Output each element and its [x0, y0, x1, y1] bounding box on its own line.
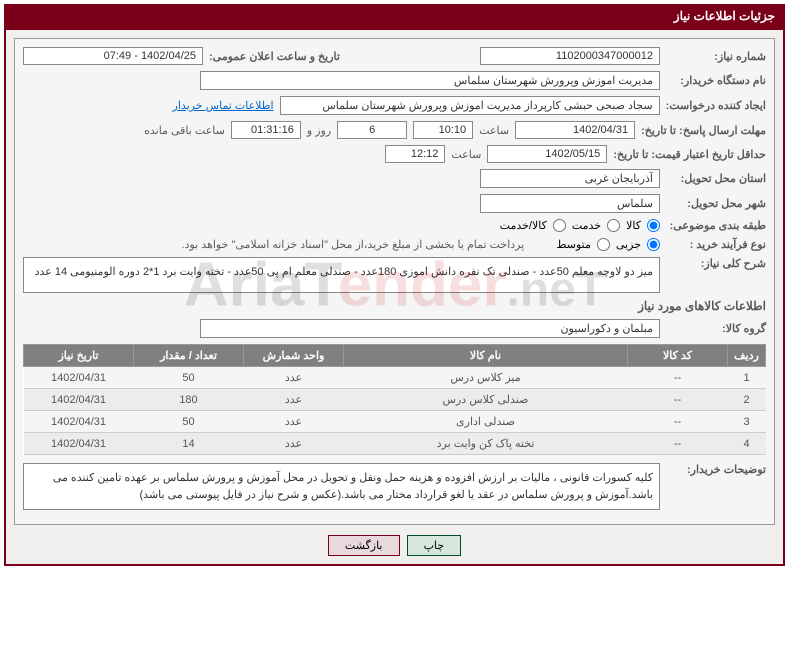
- th-row: ردیف: [728, 345, 766, 367]
- field-remaining-days: 6: [337, 121, 407, 139]
- field-requester: سجاد صبحی حبشی کارپرداز مدیریت اموزش وپر…: [280, 96, 660, 115]
- label-remaining: ساعت باقی مانده: [144, 124, 225, 137]
- cell-name: صندلی کلاس درس: [344, 389, 628, 411]
- field-reply-date: 1402/04/31: [515, 121, 635, 139]
- radio-minor-input[interactable]: [647, 238, 660, 251]
- radio-both-input[interactable]: [553, 219, 566, 232]
- table-row: 2--صندلی کلاس درسعدد1801402/04/31: [24, 389, 766, 411]
- cell-row: 2: [728, 389, 766, 411]
- label-reply-deadline: مهلت ارسال پاسخ: تا تاریخ:: [641, 124, 766, 137]
- cell-name: تخته پاک کن وایت برد: [344, 433, 628, 455]
- label-goods-group: گروه کالا:: [666, 322, 766, 335]
- cell-qty: 50: [134, 367, 244, 389]
- cell-date: 1402/04/31: [24, 433, 134, 455]
- th-name: نام کالا: [344, 345, 628, 367]
- table-row: 3--صندلی اداریعدد501402/04/31: [24, 411, 766, 433]
- print-button[interactable]: چاپ: [407, 535, 462, 556]
- cell-row: 1: [728, 367, 766, 389]
- field-city: سلماس: [480, 194, 660, 213]
- field-goods-group: مبلمان و دکوراسیون: [200, 319, 660, 338]
- label-requester: ایجاد کننده درخواست:: [666, 99, 766, 112]
- radio-medium[interactable]: متوسط: [556, 238, 610, 251]
- cell-qty: 14: [134, 433, 244, 455]
- th-code: کد کالا: [628, 345, 728, 367]
- th-unit: واحد شمارش: [244, 345, 344, 367]
- field-announce-dt: 1402/04/25 - 07:49: [23, 47, 203, 65]
- cell-unit: عدد: [244, 389, 344, 411]
- cell-code: --: [628, 411, 728, 433]
- label-purchase-type: نوع فرآیند خرید :: [666, 238, 766, 251]
- label-category: طبقه بندی موضوعی:: [666, 219, 766, 232]
- goods-table: ردیف کد کالا نام کالا واحد شمارش تعداد /…: [23, 344, 766, 455]
- payment-note: پرداخت تمام یا بخشی از مبلغ خرید،از محل …: [182, 238, 525, 251]
- goods-info-title: اطلاعات کالاهای مورد نیاز: [23, 299, 766, 313]
- label-province: استان محل تحویل:: [666, 172, 766, 185]
- label-need-no: شماره نیاز:: [666, 50, 766, 63]
- field-summary: میز دو لاوچه معلم 50عدد - صندلی تک نفره …: [23, 257, 660, 293]
- th-date: تاریخ نیاز: [24, 345, 134, 367]
- radio-goods-input[interactable]: [647, 219, 660, 232]
- table-row: 1--میز کلاس درسعدد501402/04/31: [24, 367, 766, 389]
- cell-row: 3: [728, 411, 766, 433]
- panel-header: جزئیات اطلاعات نیاز: [4, 4, 785, 28]
- cell-code: --: [628, 367, 728, 389]
- field-need-no: 1102000347000012: [480, 47, 660, 65]
- buyer-contact-link[interactable]: اطلاعات تماس خریدار: [173, 99, 274, 112]
- th-qty: تعداد / مقدار: [134, 345, 244, 367]
- field-buyer-org: مدیریت اموزش وپرورش شهرستان سلماس: [200, 71, 660, 90]
- cell-code: --: [628, 389, 728, 411]
- label-summary: شرح کلی نیاز:: [666, 257, 766, 270]
- cell-name: میز کلاس درس: [344, 367, 628, 389]
- label-days-and: روز و: [307, 124, 331, 137]
- field-buyer-desc: کلیه کسورات قانونی ، مالیات بر ارزش افزو…: [23, 463, 660, 510]
- radio-medium-input[interactable]: [597, 238, 610, 251]
- cell-name: صندلی اداری: [344, 411, 628, 433]
- panel-title: جزئیات اطلاعات نیاز: [674, 9, 775, 23]
- cell-qty: 50: [134, 411, 244, 433]
- field-price-time: 12:12: [385, 145, 445, 163]
- button-bar: چاپ بازگشت: [14, 535, 775, 556]
- field-province: آذربایجان غربی: [480, 169, 660, 188]
- panel-body: AriaTender.neT شماره نیاز: 1102000347000…: [4, 28, 785, 566]
- label-price-valid: حداقل تاریخ اعتبار قیمت: تا تاریخ:: [613, 148, 766, 161]
- cell-row: 4: [728, 433, 766, 455]
- cell-unit: عدد: [244, 367, 344, 389]
- back-button[interactable]: بازگشت: [328, 535, 400, 556]
- radio-both[interactable]: کالا/خدمت: [500, 219, 566, 232]
- label-buyer-desc: توضیحات خریدار:: [666, 463, 766, 476]
- label-city: شهر محل تحویل:: [666, 197, 766, 210]
- radio-service-input[interactable]: [607, 219, 620, 232]
- cell-date: 1402/04/31: [24, 411, 134, 433]
- radio-service[interactable]: خدمت: [572, 219, 620, 232]
- radio-minor[interactable]: جزیی: [616, 238, 660, 251]
- cell-code: --: [628, 433, 728, 455]
- field-reply-time: 10:10: [413, 121, 473, 139]
- table-row: 4--تخته پاک کن وایت بردعدد141402/04/31: [24, 433, 766, 455]
- label-hour-1: ساعت: [479, 124, 509, 137]
- cell-qty: 180: [134, 389, 244, 411]
- cell-unit: عدد: [244, 411, 344, 433]
- field-remaining-time: 01:31:16: [231, 121, 301, 139]
- radio-goods[interactable]: کالا: [626, 219, 660, 232]
- field-price-date: 1402/05/15: [487, 145, 607, 163]
- label-announce-dt: تاریخ و ساعت اعلان عمومی:: [209, 50, 340, 63]
- cell-unit: عدد: [244, 433, 344, 455]
- cell-date: 1402/04/31: [24, 367, 134, 389]
- label-hour-2: ساعت: [451, 148, 481, 161]
- label-buyer-org: نام دستگاه خریدار:: [666, 74, 766, 87]
- details-box: شماره نیاز: 1102000347000012 تاریخ و ساع…: [14, 38, 775, 525]
- cell-date: 1402/04/31: [24, 389, 134, 411]
